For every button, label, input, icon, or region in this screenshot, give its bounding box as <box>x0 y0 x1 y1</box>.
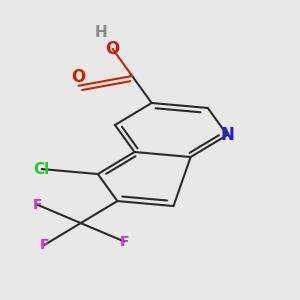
Text: F: F <box>39 238 49 252</box>
Text: Cl: Cl <box>34 162 50 177</box>
Text: O: O <box>71 68 86 86</box>
Text: N: N <box>220 126 234 144</box>
Text: F: F <box>32 198 42 212</box>
Text: H: H <box>94 25 107 40</box>
Text: F: F <box>120 235 129 249</box>
Text: O: O <box>106 40 120 58</box>
